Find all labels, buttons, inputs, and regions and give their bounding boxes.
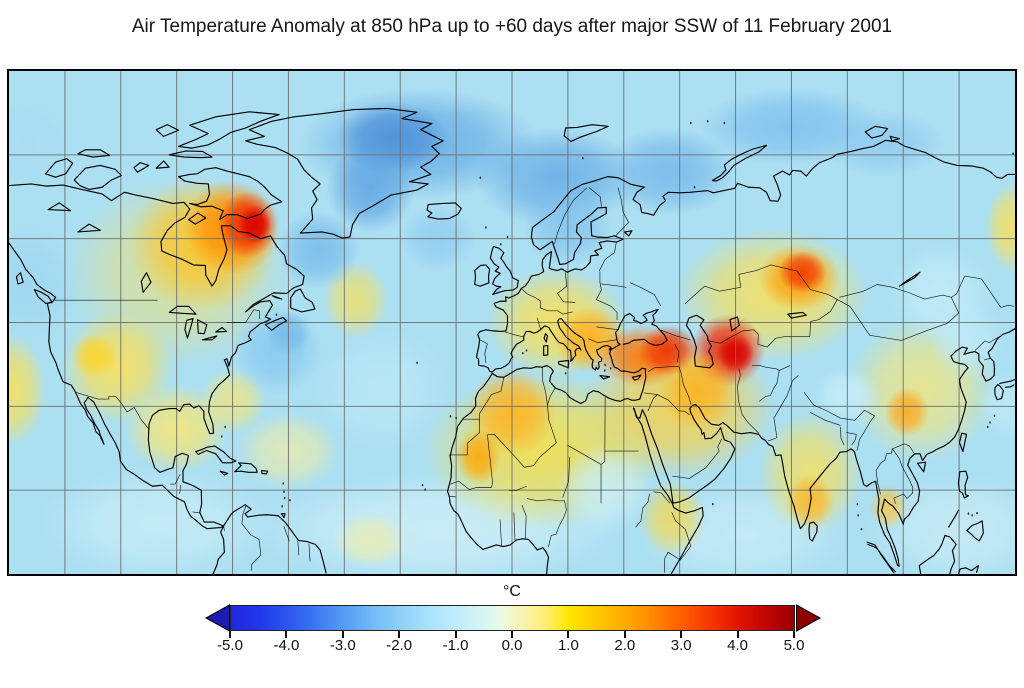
colorbar-tick	[511, 631, 513, 638]
colorbar-tick	[736, 631, 739, 638]
colorbar-tick-label: 0.0	[501, 637, 523, 654]
colorbar-unit-label: °C	[503, 583, 521, 600]
colorbar-tick-label: -2.0	[386, 637, 413, 654]
colorbar-tick-label: -1.0	[442, 637, 469, 654]
colorbar-tick	[680, 631, 683, 638]
colorbar-left-arrow-icon	[204, 604, 230, 632]
colorbar-tick	[341, 631, 344, 638]
colorbar-tick-label: 4.0	[727, 637, 749, 654]
colorbar-tick-label: 2.0	[614, 637, 636, 654]
chart-title: Air Temperature Anomaly at 850 hPa up to…	[131, 16, 893, 37]
colorbar-right-arrow-icon	[796, 604, 822, 632]
colorbar-tick-label: -5.0	[217, 637, 243, 654]
colorbar-tick-label: 1.0	[557, 637, 579, 654]
world-map	[9, 71, 1015, 574]
colorbar-tick-label: 3.0	[670, 637, 692, 654]
colorbar-tick-label: -4.0	[273, 637, 300, 654]
colorbar-gradient-bar	[230, 605, 795, 631]
colorbar-tick-label: 5.0	[783, 637, 805, 654]
colorbar-end-arrows	[204, 604, 822, 632]
map-panel	[7, 69, 1017, 576]
colorbar-tick	[454, 631, 457, 638]
colorbar-tick	[398, 631, 401, 638]
colorbar-tick	[285, 631, 288, 638]
colorbar-tick	[793, 631, 795, 638]
colorbar-tick-label: -3.0	[329, 637, 356, 654]
colorbar-tick	[229, 631, 231, 638]
colorbar-tick	[623, 631, 626, 638]
colorbar-tick	[567, 631, 570, 638]
